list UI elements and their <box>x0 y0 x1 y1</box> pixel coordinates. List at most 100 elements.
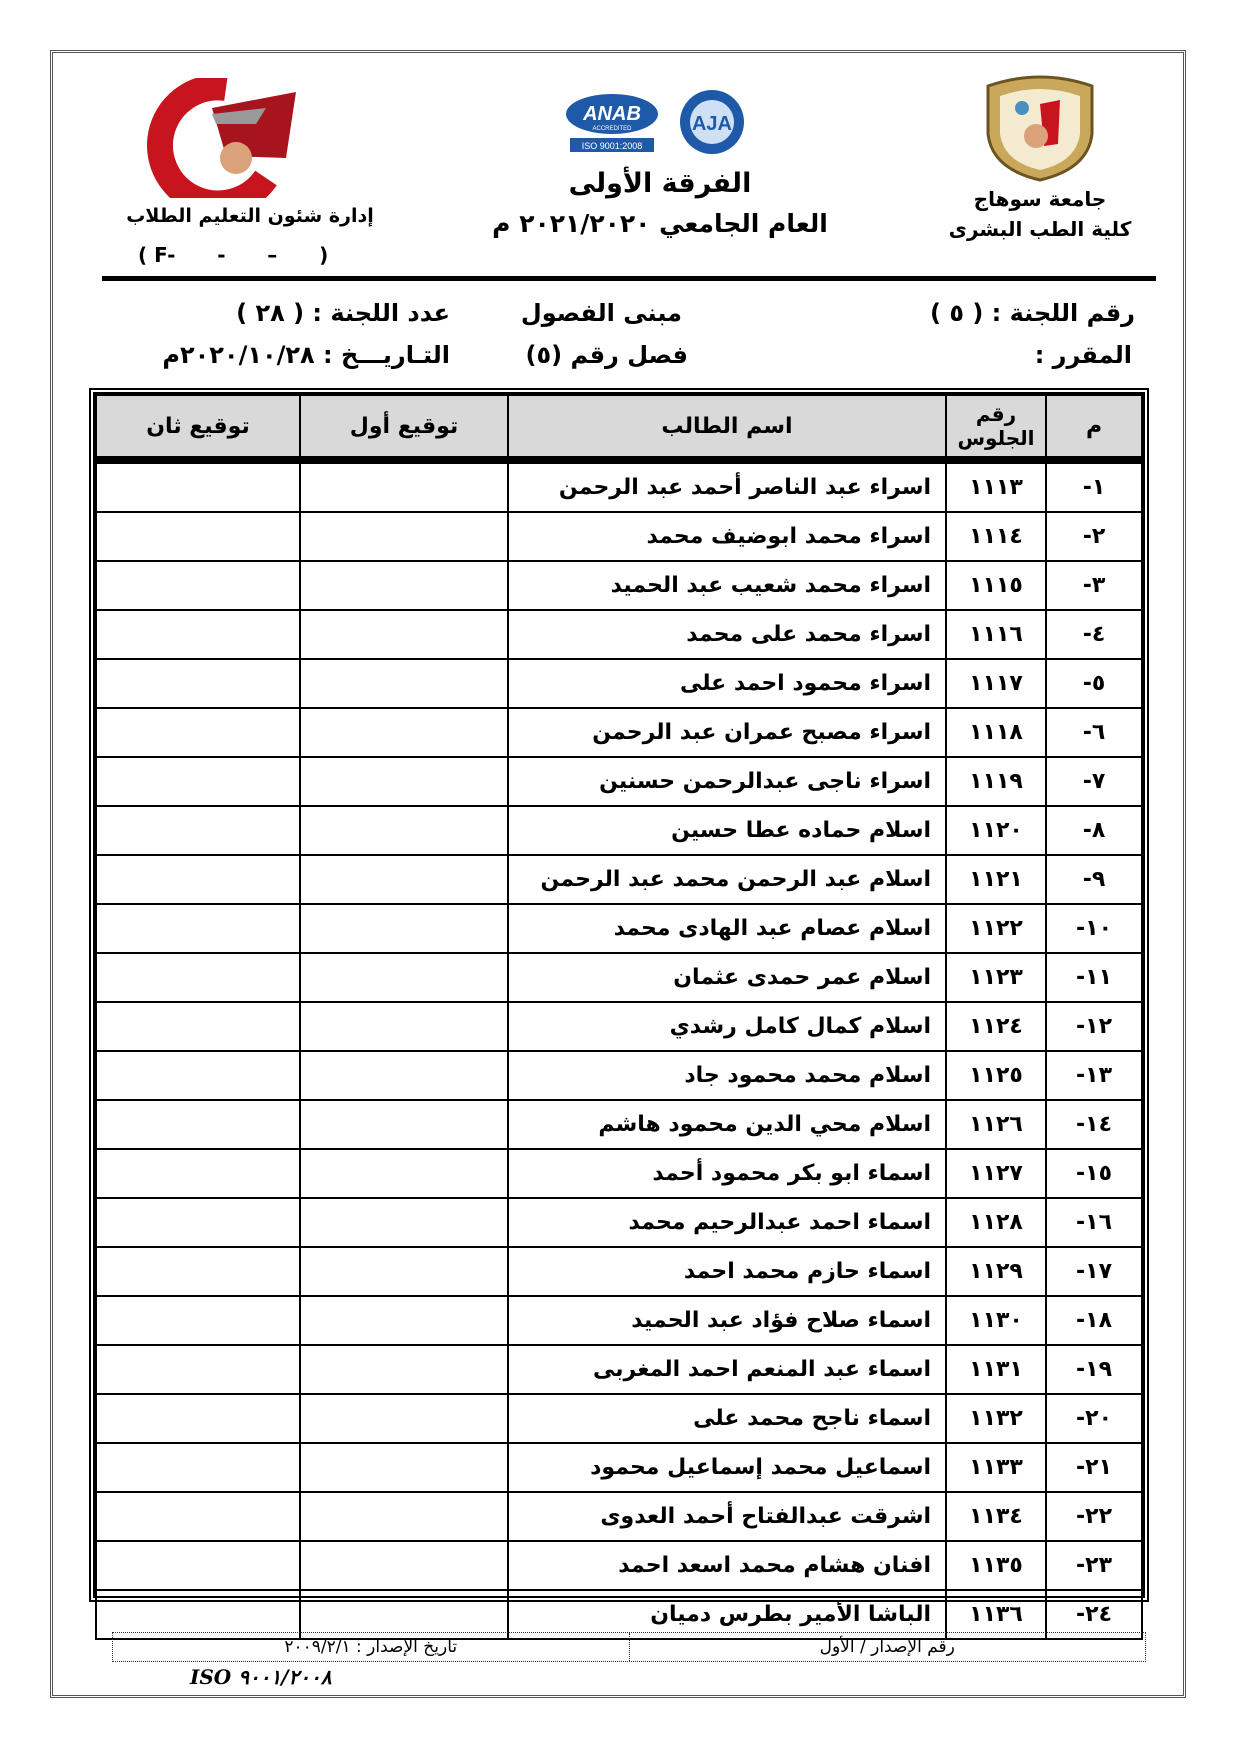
seat-number: ١١١٦ <box>945 609 1047 660</box>
first-signature-cell[interactable] <box>299 1148 509 1199</box>
second-signature-cell[interactable] <box>95 1148 301 1199</box>
table-row: ٥- ١١١٧ اسراء محمود احمد على <box>95 658 1143 709</box>
student-name: اسماء عبد المنعم احمد المغربى <box>507 1344 947 1395</box>
first-signature-cell[interactable] <box>299 511 509 562</box>
row-index: ١٥- <box>1045 1148 1143 1199</box>
level-title: الفرقة الأولى <box>568 168 752 199</box>
university-name: جامعة سوهاج <box>973 187 1107 211</box>
first-signature-cell[interactable] <box>299 609 509 660</box>
seat-number: ١١٢٤ <box>945 1001 1047 1052</box>
first-signature-cell[interactable] <box>299 1589 509 1640</box>
svg-text:ISO 9001:2008: ISO 9001:2008 <box>582 141 643 151</box>
student-name: اسراء عبد الناصر أحمد عبد الرحمن <box>507 459 947 513</box>
first-signature-cell[interactable] <box>299 1491 509 1542</box>
row-index: ٢٠- <box>1045 1393 1143 1444</box>
row-index: ٢٢- <box>1045 1491 1143 1542</box>
table-row: ٧- ١١١٩ اسراء ناجى عبدالرحمن حسنين <box>95 756 1143 807</box>
first-signature-cell[interactable] <box>299 805 509 856</box>
row-index: ٢١- <box>1045 1442 1143 1493</box>
first-signature-cell[interactable] <box>299 952 509 1003</box>
seat-number: ١١٢٦ <box>945 1099 1047 1150</box>
first-signature-cell[interactable] <box>299 1001 509 1052</box>
row-index: ٨- <box>1045 805 1143 856</box>
second-signature-cell[interactable] <box>95 1295 301 1346</box>
table-row: ٦- ١١١٨ اسراء مصبح عمران عبد الرحمن <box>95 707 1143 758</box>
second-signature-cell[interactable] <box>95 1393 301 1444</box>
student-name: اسراء محمود احمد على <box>507 658 947 709</box>
attendance-table: م رقم الجلوس اسم الطالب توقيع أول توقيع … <box>89 388 1149 1640</box>
row-index: ٤- <box>1045 609 1143 660</box>
seat-number: ١١١٨ <box>945 707 1047 758</box>
student-name: اسلام عبد الرحمن محمد عبد الرحمن <box>507 854 947 905</box>
second-signature-cell[interactable] <box>95 1050 301 1101</box>
second-signature-cell[interactable] <box>95 560 301 611</box>
first-signature-cell[interactable] <box>299 756 509 807</box>
table-header-row: م رقم الجلوس اسم الطالب توقيع أول توقيع … <box>95 394 1143 464</box>
row-index: ١٨- <box>1045 1295 1143 1346</box>
table-row: ١٣- ١١٢٥ اسلام محمد محمود جاد <box>95 1050 1143 1101</box>
row-index: ١٧- <box>1045 1246 1143 1297</box>
second-signature-cell[interactable] <box>95 1099 301 1150</box>
iso-mark: ISO ٩٠٠١/٢٠٠٨ <box>190 1665 332 1689</box>
row-index: ٣- <box>1045 560 1143 611</box>
first-signature-cell[interactable] <box>299 1050 509 1101</box>
second-signature-cell[interactable] <box>95 805 301 856</box>
second-signature-cell[interactable] <box>95 511 301 562</box>
second-signature-cell[interactable] <box>95 658 301 709</box>
student-name: اسماء حازم محمد احمد <box>507 1246 947 1297</box>
first-signature-cell[interactable] <box>299 1442 509 1493</box>
first-signature-cell[interactable] <box>299 1540 509 1591</box>
col-header-student-name: اسم الطالب <box>507 394 947 464</box>
second-signature-cell[interactable] <box>95 1589 301 1640</box>
second-signature-cell[interactable] <box>95 1197 301 1248</box>
student-name: اسماعيل محمد إسماعيل محمود <box>507 1442 947 1493</box>
table-row: ١١- ١١٢٣ اسلام عمر حمدى عثمان <box>95 952 1143 1003</box>
committee-count: عدد اللجنة : ( ٢٨ ) <box>236 299 450 327</box>
table-row: ٨- ١١٢٠ اسلام حماده عطا حسين <box>95 805 1143 856</box>
first-signature-cell[interactable] <box>299 1197 509 1248</box>
row-index: ١٤- <box>1045 1099 1143 1150</box>
course-label: المقرر : <box>1034 341 1132 369</box>
first-signature-cell[interactable] <box>299 459 509 513</box>
table-row: ٢١- ١١٣٣ اسماعيل محمد إسماعيل محمود <box>95 1442 1143 1493</box>
first-signature-cell[interactable] <box>299 560 509 611</box>
second-signature-cell[interactable] <box>95 1442 301 1493</box>
second-signature-cell[interactable] <box>95 1491 301 1542</box>
table-row: ٢٢- ١١٣٤ اشرقت عبدالفتاح أحمد العدوى <box>95 1491 1143 1542</box>
first-signature-cell[interactable] <box>299 854 509 905</box>
table-row: ١٢- ١١٢٤ اسلام كمال كامل رشدي <box>95 1001 1143 1052</box>
academic-year: العام الجامعي ٢٠٢١/٢٠٢٠ م <box>492 209 828 238</box>
student-name: اسماء صلاح فؤاد عبد الحميد <box>507 1295 947 1346</box>
first-signature-cell[interactable] <box>299 1344 509 1395</box>
student-name: اسماء ابو بكر محمود أحمد <box>507 1148 947 1199</box>
second-signature-cell[interactable] <box>95 1001 301 1052</box>
student-name: اسلام عمر حمدى عثمان <box>507 952 947 1003</box>
second-signature-cell[interactable] <box>95 903 301 954</box>
first-signature-cell[interactable] <box>299 1099 509 1150</box>
first-signature-cell[interactable] <box>299 1295 509 1346</box>
second-signature-cell[interactable] <box>95 952 301 1003</box>
faculty-of-medicine-logo <box>147 78 296 198</box>
col-header-second-signature: توقيع ثان <box>95 394 301 464</box>
second-signature-cell[interactable] <box>95 854 301 905</box>
student-name: اسراء محمد على محمد <box>507 609 947 660</box>
second-signature-cell[interactable] <box>95 609 301 660</box>
table-row: ١٥- ١١٢٧ اسماء ابو بكر محمود أحمد <box>95 1148 1143 1199</box>
student-name: اسراء محمد ابوضيف محمد <box>507 511 947 562</box>
row-index: ٧- <box>1045 756 1143 807</box>
second-signature-cell[interactable] <box>95 707 301 758</box>
second-signature-cell[interactable] <box>95 1540 301 1591</box>
first-signature-cell[interactable] <box>299 1246 509 1297</box>
second-signature-cell[interactable] <box>95 1344 301 1395</box>
table-row: ١- ١١١٣ اسراء عبد الناصر أحمد عبد الرحمن <box>95 459 1143 513</box>
second-signature-cell[interactable] <box>95 1246 301 1297</box>
form-code: ( F- - – ) <box>138 243 329 267</box>
first-signature-cell[interactable] <box>299 707 509 758</box>
first-signature-cell[interactable] <box>299 1393 509 1444</box>
student-name: افنان هشام محمد اسعد احمد <box>507 1540 947 1591</box>
second-signature-cell[interactable] <box>95 459 301 513</box>
seat-number: ١١٢٥ <box>945 1050 1047 1101</box>
first-signature-cell[interactable] <box>299 903 509 954</box>
first-signature-cell[interactable] <box>299 658 509 709</box>
second-signature-cell[interactable] <box>95 756 301 807</box>
